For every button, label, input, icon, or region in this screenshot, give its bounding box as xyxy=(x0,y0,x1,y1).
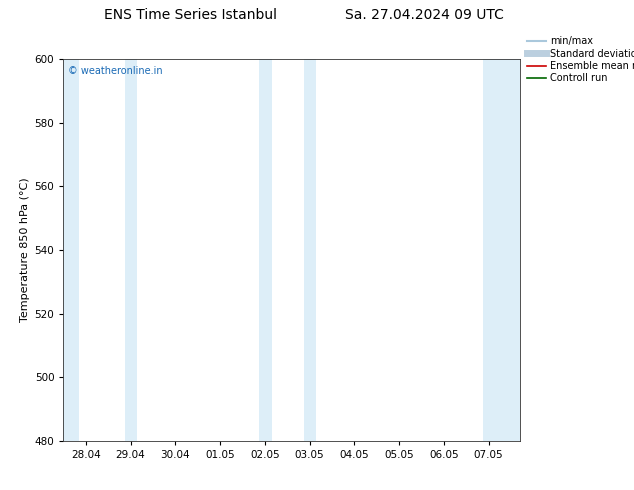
Text: Sa. 27.04.2024 09 UTC: Sa. 27.04.2024 09 UTC xyxy=(346,8,504,22)
Text: ENS Time Series Istanbul: ENS Time Series Istanbul xyxy=(104,8,276,22)
Text: © weatheronline.in: © weatheronline.in xyxy=(68,67,162,76)
Bar xyxy=(125,59,137,441)
Y-axis label: Temperature 850 hPa (°C): Temperature 850 hPa (°C) xyxy=(20,177,30,322)
Bar xyxy=(259,59,271,441)
Bar xyxy=(304,59,316,441)
Legend: min/max, Standard deviation, Ensemble mean run, Controll run: min/max, Standard deviation, Ensemble me… xyxy=(525,34,634,85)
Bar xyxy=(63,59,79,441)
Bar xyxy=(483,59,520,441)
